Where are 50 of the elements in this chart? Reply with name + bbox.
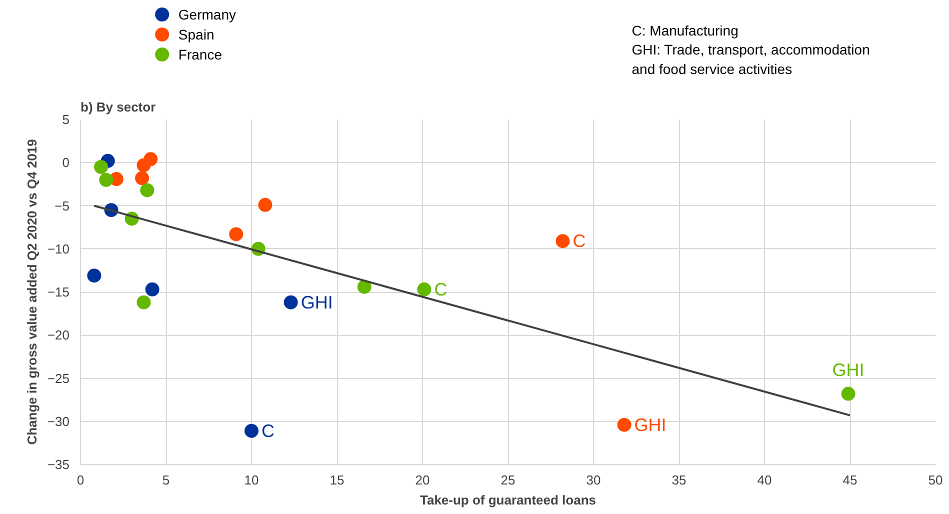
x-tick-label: 5 [162, 472, 170, 488]
annotation: GHI [634, 414, 666, 435]
point [417, 282, 432, 296]
point [136, 295, 151, 310]
point [258, 198, 272, 212]
annotation: GHI [300, 292, 333, 312]
point [357, 280, 372, 294]
point [145, 282, 160, 296]
x-tick-label: 10 [244, 472, 259, 488]
annotation: GHI [832, 360, 864, 380]
annotation: C [434, 279, 448, 300]
x-tick-label: 35 [672, 472, 686, 488]
x-tick-label: 40 [757, 472, 772, 488]
point [556, 234, 570, 248]
y-axis-title: Change in gross value added Q2 2020 vs Q4 2019 [24, 139, 40, 445]
x-tick-label: 50 [928, 472, 943, 488]
x-tick-label: 25 [500, 472, 516, 488]
point [841, 386, 856, 401]
chart-title: b) By sector [80, 100, 156, 114]
point [87, 268, 102, 283]
annotation: C [262, 420, 274, 441]
point [94, 160, 108, 174]
y-tick-label: −15 [47, 284, 70, 300]
point [229, 227, 244, 242]
point [244, 424, 258, 438]
point [144, 152, 158, 166]
y-tick-label: −35 [47, 457, 70, 472]
legend-label: Germany [178, 6, 236, 22]
x-tick-label: 30 [586, 472, 601, 488]
y-tick-label: −30 [47, 414, 70, 429]
y-tick-label: 0 [62, 155, 70, 170]
y-tick-label: −20 [47, 328, 70, 343]
x-tick-label: 45 [842, 472, 858, 488]
legend-label: Spain [178, 26, 214, 42]
x-tick-label: 20 [415, 472, 430, 488]
point [617, 418, 632, 432]
annotation: C [572, 231, 586, 252]
point [284, 295, 298, 310]
x-tick-label: 0 [76, 472, 84, 488]
y-tick-label: 5 [62, 112, 70, 127]
y-tick-label: −5 [54, 198, 70, 214]
x-tick-label: 15 [330, 472, 344, 488]
point [99, 172, 114, 187]
point [140, 183, 154, 198]
x-axis-title: Take-up of guaranteed loans [420, 492, 596, 508]
legend-label: France [178, 46, 222, 62]
y-tick-label: −25 [47, 370, 70, 386]
text: C: Manufacturing GHI: Trade, transport, accommodation and food service activities [632, 22, 870, 77]
point [135, 171, 150, 186]
y-tick-label: −10 [47, 241, 70, 256]
